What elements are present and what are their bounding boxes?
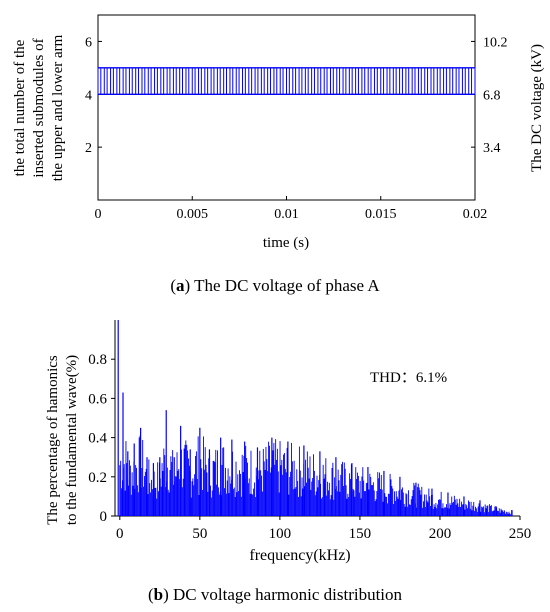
chart-b-x-tick-label: 150	[349, 526, 372, 542]
chart-a-y2-tick-label: 6.8	[483, 88, 501, 103]
chart-b-y-ticks: 0 0.2 0.4 0.6 0.8	[88, 352, 115, 525]
chart-b-peaks	[117, 320, 513, 516]
chart-b-y-tick-label: 0	[100, 509, 108, 525]
chart-a-series	[97, 67, 476, 95]
chart-a-y2-tick-label: 10.2	[483, 35, 508, 50]
chart-a-x-tick-label: 0.01	[274, 207, 299, 222]
chart-b-y-label-line-1: The percentage of hamonics	[45, 355, 61, 525]
chart-b-y-tick-label: 0.2	[88, 470, 107, 486]
chart-b-y-tick-label: 0.8	[88, 352, 107, 368]
chart-b-bars	[119, 435, 513, 516]
chart-b-x-ticks: 0 50 100 150 200 250	[116, 516, 531, 542]
chart-a-x-tick-label: 0.015	[365, 207, 397, 222]
chart-a-y-tick-label: 2	[85, 141, 92, 156]
chart-b-x-tick-label: 250	[509, 526, 532, 542]
chart-a-plot-frame	[97, 14, 476, 201]
chart-a-x-tick-label: 0	[95, 207, 102, 222]
chart-a-caption-label: a	[176, 276, 185, 295]
chart-b: 0 50 100 150 200 250 0 0.2 0.4 0.6 0.8 THD：6.1% f…	[45, 320, 531, 604]
chart-b-y-tick-label: 0.4	[88, 431, 107, 447]
chart-b-x-label: frequency(kHz)	[249, 547, 350, 564]
chart-b-x-tick-label: 50	[192, 526, 207, 542]
chart-b-x-tick-label: 0	[116, 526, 124, 542]
chart-a-caption-text: The DC voltage of phase A	[190, 276, 380, 295]
chart-a-y-tick-label: 6	[85, 35, 92, 50]
chart-a-y-tick-label: 4	[85, 88, 92, 103]
chart-a-y-label-line-1: the total number of the	[12, 39, 28, 176]
chart-a-y2-tick-label: 3.4	[483, 141, 501, 156]
chart-b-y-tick-label: 0.6	[88, 391, 107, 407]
chart-b-x-tick-label: 200	[429, 526, 452, 542]
chart-b-x-tick-label: 100	[269, 526, 292, 542]
chart-a-y-ticks: 2 4 6	[85, 35, 102, 156]
chart-a-y-label-line-2: inserted submodules of	[31, 38, 47, 177]
chart-a: 0 0.005 0.01 0.015 0.02 2 4 6 3.4 6.8 10.2 time …	[12, 14, 545, 295]
chart-b-thd-annotation: THD：6.1%	[370, 370, 447, 386]
chart-b-caption: (b) DC voltage harmonic distribution	[148, 585, 403, 604]
chart-a-y2-label: The DC voltage (kV)	[529, 44, 545, 172]
chart-a-x-ticks: 0 0.005 0.01 0.015 0.02	[95, 196, 488, 222]
chart-a-x-tick-label: 0.02	[463, 207, 488, 222]
chart-a-y2-ticks: 3.4 6.8 10.2	[471, 35, 508, 156]
chart-a-caption: (a) The DC voltage of phase A	[170, 276, 380, 295]
chart-a-y-label-line-3: the upper and lower arm	[50, 34, 66, 181]
chart-a-x-label: time (s)	[263, 235, 309, 251]
chart-b-y-label-line-2: to the fundamental wave(%)	[64, 355, 80, 525]
chart-b-caption-text: DC voltage harmonic distribution	[169, 585, 403, 604]
chart-b-caption-label: b	[154, 585, 163, 604]
chart-a-x-tick-label: 0.005	[177, 207, 209, 222]
